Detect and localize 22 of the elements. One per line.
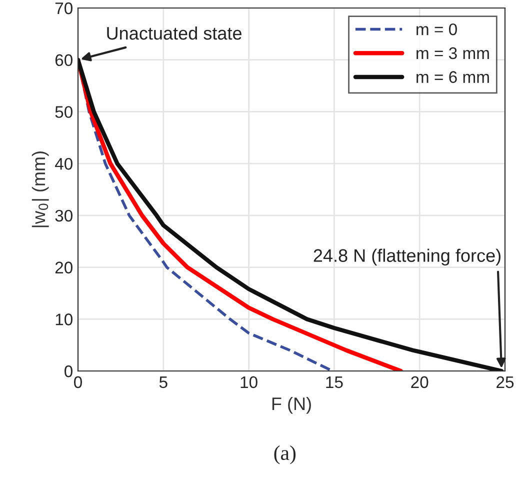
y-tick-label: 40 [54, 158, 72, 170]
y-tick-label: 20 [55, 262, 72, 274]
x-tick-label: 15 [326, 376, 343, 388]
y-tick-label: 10 [56, 314, 72, 326]
legend-label: m = 6 mm [416, 71, 489, 83]
y-tick-label: 50 [55, 106, 72, 118]
x-tick-label: 25 [496, 376, 514, 388]
text: (a) [274, 445, 296, 464]
legend-label: m = 3 mm [416, 47, 489, 60]
x-axis-title: F (N) [272, 396, 311, 414]
y-tick-label: 60 [55, 54, 72, 66]
y-tick-label: 30 [55, 210, 72, 222]
x-tick-label: 20 [411, 376, 428, 388]
x-tick-label: 5 [159, 376, 168, 388]
x-tick-label: 10 [240, 376, 258, 388]
annotation: 24.8 N (flattening force) [314, 248, 500, 266]
annotation: Unactuated state [107, 26, 242, 40]
x-tick-label: 0 [74, 376, 82, 388]
y-tick-label: 0 [64, 365, 72, 378]
legend-label: m = 0 [416, 23, 457, 36]
y-tick-label: 70 [55, 2, 72, 14]
y-axis-title: |w$_{0}$| (mm) [32, 152, 49, 228]
